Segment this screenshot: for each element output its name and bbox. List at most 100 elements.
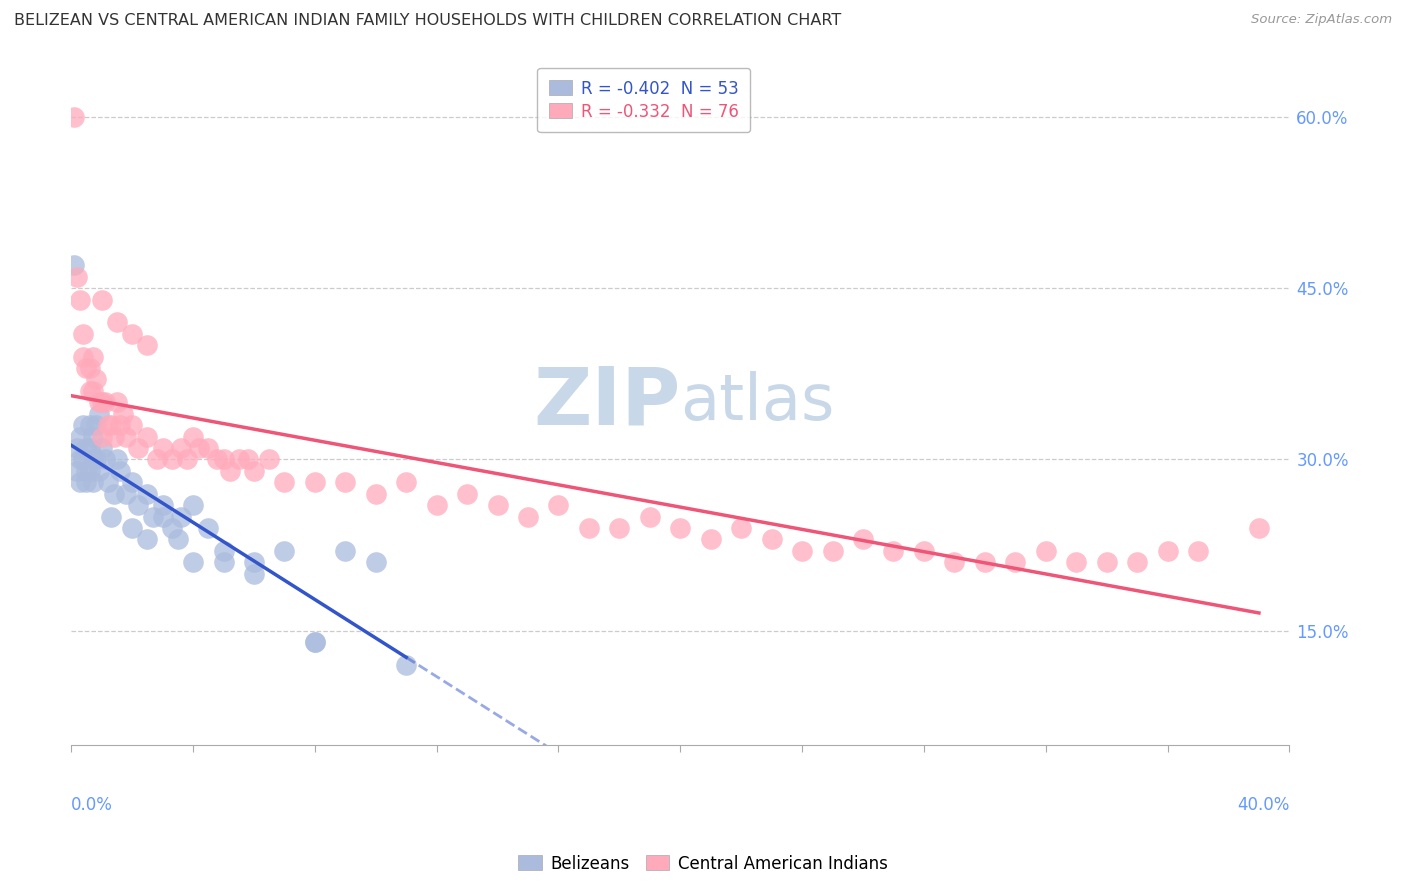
Point (121, 521, 143, 535)
Point (93, 452, 115, 467)
Point (243, 555, 266, 569)
Point (82, 384, 104, 398)
Point (152, 441, 174, 455)
Point (304, 635, 326, 649)
Text: 0.0%: 0.0% (72, 797, 112, 814)
Point (1126, 555, 1149, 569)
Point (517, 509, 540, 524)
Point (79, 464, 101, 478)
Point (790, 544, 813, 558)
Point (136, 486, 159, 500)
Point (304, 475, 326, 490)
Point (75, 361, 97, 376)
Point (111, 407, 134, 421)
Point (97, 475, 120, 490)
Point (103, 486, 125, 500)
Point (364, 555, 387, 569)
Point (72, 350, 94, 364)
Point (136, 429, 159, 443)
Point (69, 452, 91, 467)
Point (97, 418, 120, 433)
Point (166, 533, 188, 547)
Point (82, 475, 104, 490)
Point (547, 498, 569, 512)
Point (943, 555, 966, 569)
Point (973, 555, 995, 569)
Point (1035, 544, 1057, 558)
Point (115, 486, 138, 500)
Point (75, 475, 97, 490)
Point (197, 521, 219, 535)
Point (1095, 555, 1118, 569)
Point (1156, 544, 1178, 558)
Point (176, 452, 198, 467)
Point (152, 509, 174, 524)
Point (912, 544, 935, 558)
Point (852, 533, 875, 547)
Point (609, 521, 631, 535)
Point (93, 395, 115, 409)
Point (212, 555, 235, 569)
Point (304, 635, 326, 649)
Text: ZIP: ZIP (533, 363, 681, 442)
Point (257, 452, 280, 467)
Point (90, 429, 112, 443)
Point (121, 475, 143, 490)
Point (105, 452, 128, 467)
Point (243, 464, 266, 478)
Point (700, 533, 723, 547)
Point (115, 429, 138, 443)
Point (1064, 555, 1087, 569)
Point (578, 521, 600, 535)
Point (103, 429, 125, 443)
Point (127, 498, 149, 512)
Point (87, 407, 110, 421)
Point (181, 555, 204, 569)
Point (100, 418, 122, 433)
Point (136, 338, 159, 352)
Point (121, 418, 143, 433)
Point (160, 521, 183, 535)
Point (82, 350, 104, 364)
Point (228, 452, 250, 467)
Point (108, 418, 131, 433)
Point (82, 452, 104, 467)
Point (761, 533, 783, 547)
Point (105, 315, 128, 329)
Point (1247, 521, 1270, 535)
Point (79, 418, 101, 433)
Point (181, 498, 204, 512)
Point (127, 441, 149, 455)
Point (456, 486, 478, 500)
Point (87, 395, 110, 409)
Point (72, 418, 94, 433)
Point (212, 452, 235, 467)
Point (84, 452, 107, 467)
Point (188, 441, 211, 455)
Point (69, 475, 91, 490)
Text: 40.0%: 40.0% (1237, 797, 1289, 814)
Point (87, 464, 110, 478)
Point (79, 361, 101, 376)
Point (236, 452, 259, 467)
Point (75, 441, 97, 455)
Point (108, 464, 131, 478)
Point (69, 293, 91, 307)
Point (364, 486, 387, 500)
Point (90, 441, 112, 455)
Text: BELIZEAN VS CENTRAL AMERICAN INDIAN FAMILY HOUSEHOLDS WITH CHILDREN CORRELATION : BELIZEAN VS CENTRAL AMERICAN INDIAN FAMI… (14, 13, 841, 29)
Point (395, 658, 418, 673)
Legend: R = -0.402  N = 53, R = -0.332  N = 76: R = -0.402 N = 53, R = -0.332 N = 76 (537, 68, 751, 132)
Point (105, 395, 128, 409)
Point (66, 441, 89, 455)
Point (181, 429, 204, 443)
Point (79, 441, 101, 455)
Point (82, 429, 104, 443)
Point (170, 509, 193, 524)
Point (395, 475, 418, 490)
Point (63, 110, 86, 124)
Legend: Belizeans, Central American Indians: Belizeans, Central American Indians (512, 848, 894, 880)
Point (486, 498, 509, 512)
Point (66, 464, 89, 478)
Point (730, 521, 752, 535)
